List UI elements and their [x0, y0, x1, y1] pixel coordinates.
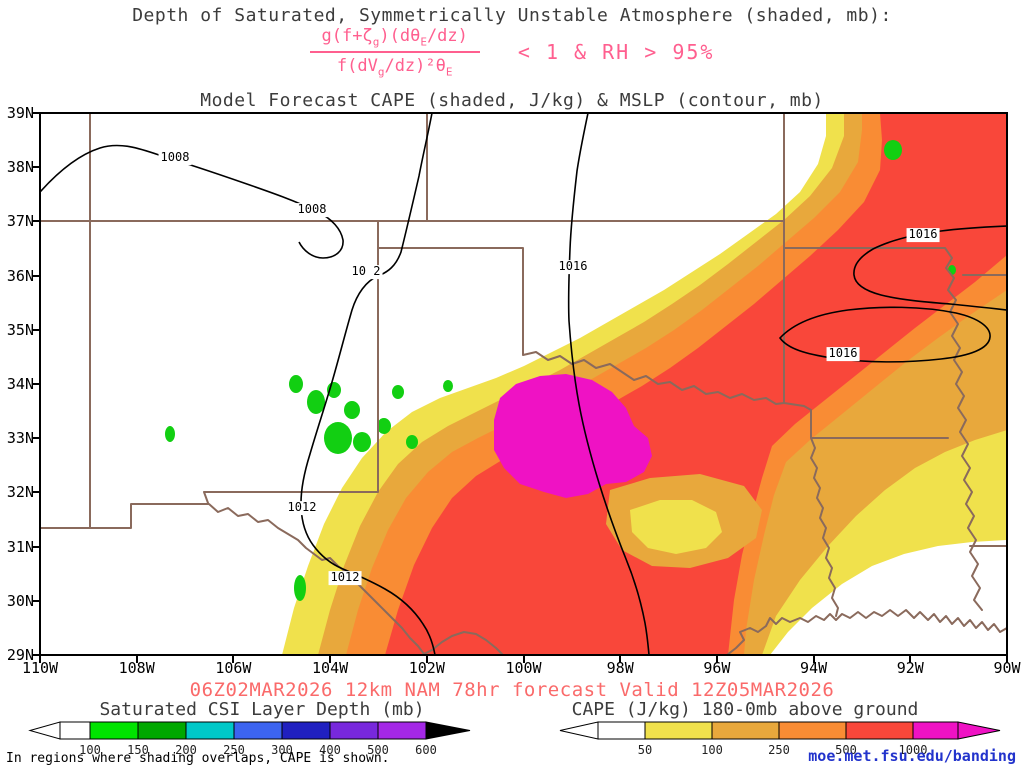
forecast-valid-time: 06Z02MAR2026 12km NAM 78hr forecast Vali…: [189, 679, 835, 701]
formula-numerator: g(f+ζg)(dθE/dz): [309, 26, 480, 54]
mslp-contour-1008: [41, 144, 344, 259]
colorbar-tick-label: 250: [768, 743, 790, 757]
colorbar-tick-label: 400: [319, 743, 341, 757]
colorbar-tick-label: 500: [835, 743, 857, 757]
page-title: Depth of Saturated, Symmetrically Unstab…: [132, 5, 892, 26]
formula-token: g(f+: [321, 26, 363, 46]
mslp-contour-1016-northeast: [853, 225, 1006, 311]
formula-token: g: [377, 65, 385, 79]
csi-depth-patch: [353, 432, 371, 452]
colorbar-tick-label: 300: [271, 743, 293, 757]
colorbar-segment: [59, 721, 91, 740]
csi-formula: g(f+ζg)(dθE/dz) f(dVg/dz)²θE < 1 & RH > …: [0, 26, 1024, 79]
csi-depth-patch: [443, 380, 453, 392]
csi-depth-patch: [324, 422, 352, 454]
csi-depth-patch: [344, 401, 360, 419]
overlap-note: In regions where shading overlaps, CAPE …: [6, 751, 390, 766]
colorbar-segment: [329, 721, 379, 740]
csi-depth-patch: [884, 140, 902, 160]
formula-token: E: [420, 35, 427, 49]
cape-colorbar-title: CAPE (J/kg) 180-0mb above ground: [571, 699, 919, 720]
csi-depth-patch: [377, 418, 391, 434]
website-link[interactable]: moe.met.fsu.edu/banding: [808, 747, 1016, 765]
formula-token: /dz): [426, 26, 468, 46]
colorbar-tick-label: 50: [638, 743, 652, 757]
formula-token: θ: [435, 56, 446, 77]
colorbar-tick-label: 1000: [899, 743, 928, 757]
formula-condition: < 1 & RH > 95%: [517, 40, 715, 65]
colorbar-segment: [281, 721, 331, 740]
colorbar-segment: [644, 721, 713, 740]
formula-token: f(dV: [336, 56, 378, 77]
formula-denominator: f(dVg/dz)²θE: [310, 53, 480, 78]
colorbar-segment: [597, 721, 646, 740]
csi-depth-patch: [406, 435, 418, 449]
formula-fraction: g(f+ζg)(dθE/dz) f(dVg/dz)²θE: [309, 26, 480, 79]
csi-depth-patch: [294, 575, 306, 601]
colorbar-segment: [137, 721, 187, 740]
colorbar-segment: [233, 721, 283, 740]
colorbar-segment: [185, 721, 235, 740]
colorbar-segment: [845, 721, 914, 740]
colorbar-tick-label: 600: [415, 743, 437, 757]
colorbar-segment: [425, 721, 471, 740]
cape-shading-magenta: [494, 374, 652, 498]
colorbar-segment: [778, 721, 847, 740]
csi-colorbar-title: Saturated CSI Layer Depth (mb): [99, 699, 425, 720]
colorbar-segment: [559, 721, 599, 740]
colorbar-segment: [28, 721, 61, 740]
colorbar-segment: [912, 721, 959, 740]
colorbar-tick-label: 100: [701, 743, 723, 757]
formula-token: E: [445, 65, 453, 79]
formula-token: /dz)²: [384, 56, 436, 77]
mslp-contour-1012: [300, 114, 436, 654]
csi-depth-patch: [392, 385, 404, 399]
colorbar-tick-label: 500: [367, 743, 389, 757]
colorbar-segment: [89, 721, 139, 740]
colorbar-tick-label: 200: [175, 743, 197, 757]
subtitle: Model Forecast CAPE (shaded, J/kg) & MSL…: [200, 90, 824, 111]
formula-token: )(d: [379, 26, 411, 46]
mslp-contour-1016-central: [567, 114, 650, 654]
csi-depth-patch: [289, 375, 303, 393]
colorbar-segment: [957, 721, 1001, 740]
colorbar-tick-label: 100: [79, 743, 101, 757]
colorbar-tick-label: 150: [127, 743, 149, 757]
csi-shading-layer: [165, 140, 956, 601]
colorbar-segment: [711, 721, 780, 740]
formula-token: g: [372, 35, 380, 49]
csi-depth-patch: [307, 390, 325, 414]
formula-token: θ: [410, 26, 421, 46]
colorbar-segment: [377, 721, 427, 740]
formula-token: ζ: [362, 26, 373, 46]
csi-depth-patch: [165, 426, 175, 442]
colorbar-tick-label: 250: [223, 743, 245, 757]
cape-shading-yellow-island: [630, 500, 722, 554]
state-borders: [41, 114, 1006, 654]
